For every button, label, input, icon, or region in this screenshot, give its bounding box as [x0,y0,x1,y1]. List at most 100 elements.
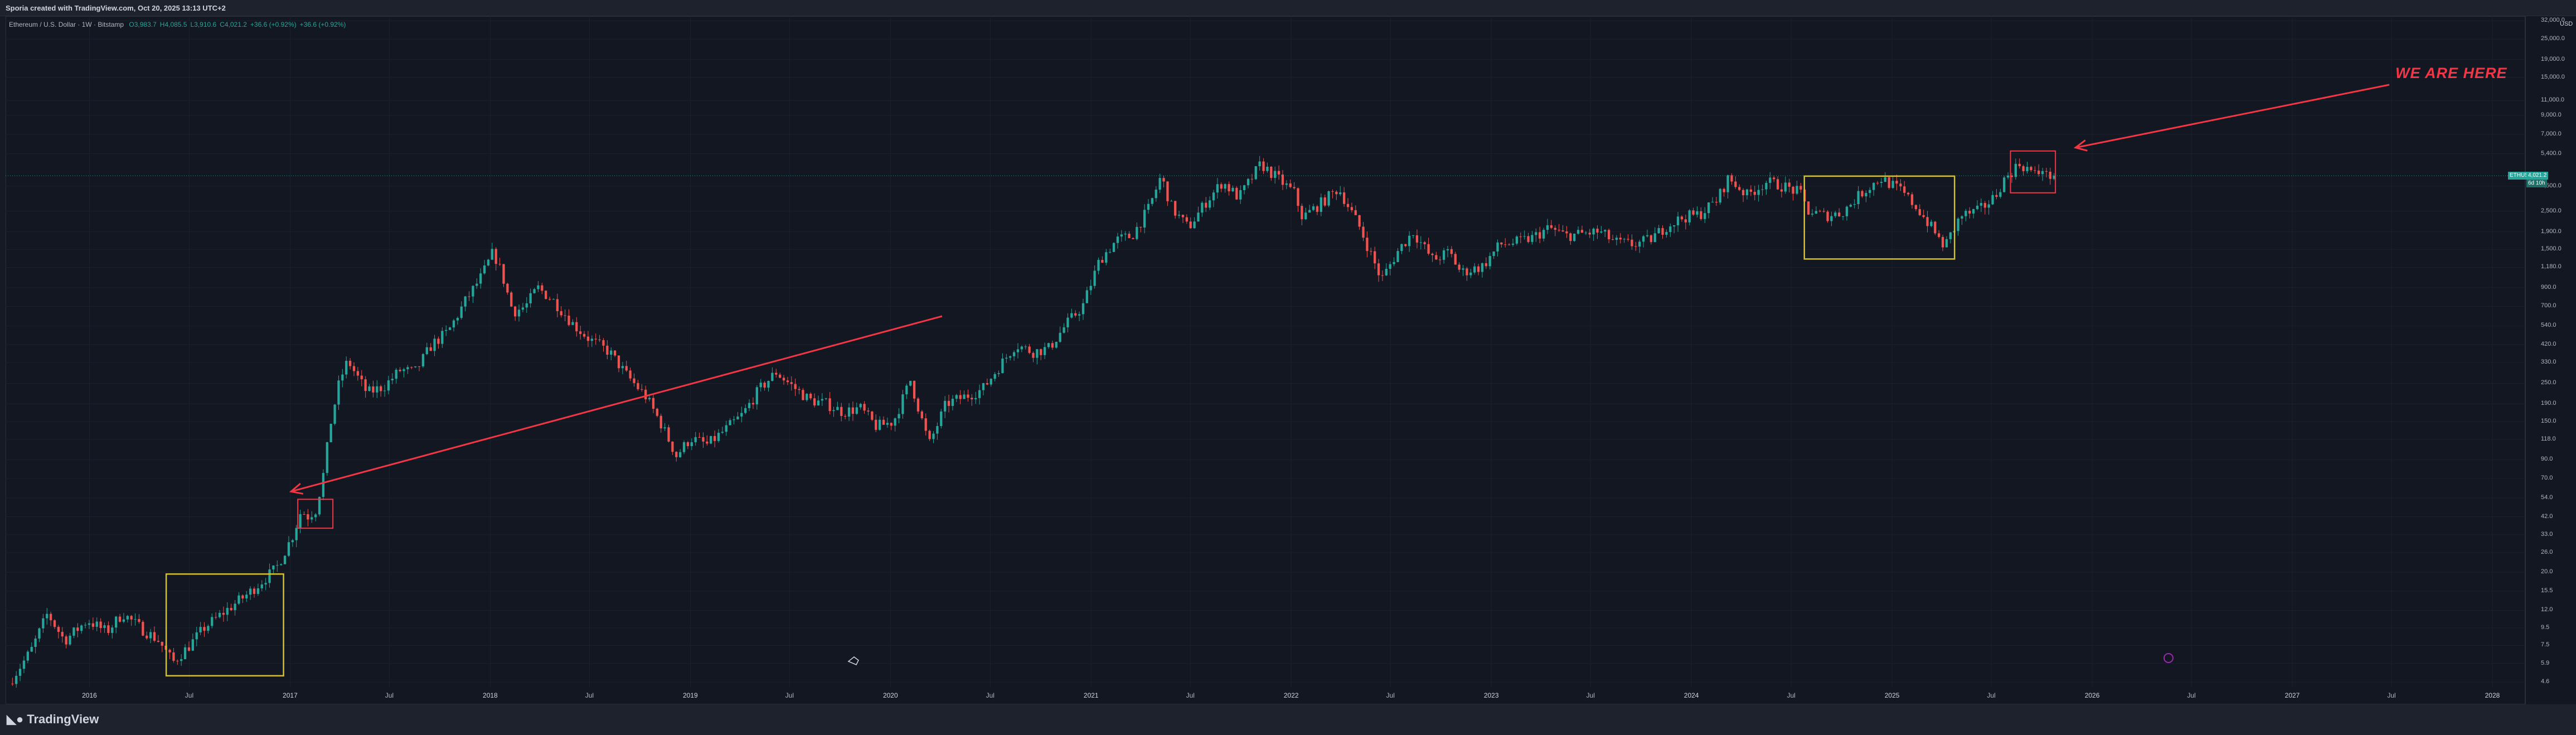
candle-body [1396,251,1399,262]
candle-body [1576,230,1580,234]
candle-body [1550,225,1553,228]
candle-body [1362,226,1365,238]
candle-body [1469,272,1472,275]
candle-body [425,347,428,355]
candle-body [932,433,935,439]
symbol-title[interactable]: Ethereum / U.S. Dollar · 1W · Bitstamp [9,21,124,28]
symbol-legend[interactable]: Ethereum / U.S. Dollar · 1W · Bitstamp O… [9,21,349,28]
candle-body [586,336,590,341]
candle-body [1723,188,1725,192]
candle-body [1914,205,1918,209]
candle-body [1032,352,1035,358]
candle-body [1642,236,1645,242]
candle-body [1773,177,1775,180]
pointer-arrow-2017 [290,315,943,492]
candle-body [579,331,582,334]
time-axis-label: Jul [2387,692,2396,699]
we-are-here-annotation[interactable]: WE ARE HERE [2395,65,2507,81]
candle-body [1830,216,1833,221]
candle-body [1205,202,1207,208]
candle-body [602,340,605,346]
pointer-arrow-2017-head [289,482,304,495]
candle-body [959,395,962,399]
candle-body [1411,235,1415,236]
candle-body [1040,349,1042,355]
candle-body [621,366,624,369]
candle-body [1638,241,1641,247]
candle-body [859,404,862,408]
candle-body [1888,177,1890,188]
candle-body [183,647,187,659]
candle-body [806,394,808,400]
candle-body [226,608,229,615]
candle-body [303,514,305,515]
candle-body [641,389,643,390]
currency-label[interactable]: USD [2560,21,2573,27]
candle-body [237,595,240,604]
candle-body [483,265,486,274]
candle-body [659,415,662,429]
candle-body [1980,203,1983,206]
candle-body [1492,251,1495,257]
time-axis-label: Jul [1987,692,1996,699]
candle-body [1684,219,1687,223]
candle-body [1565,231,1568,234]
candle-body [840,407,843,416]
candle-body [429,347,432,351]
candle-body [111,627,114,633]
candle-body [387,380,390,391]
candle-body [256,588,260,594]
chart-pane[interactable] [6,16,2525,704]
candle-body [1327,191,1330,206]
candle-body [1220,184,1222,189]
candle-body [755,387,758,405]
candle-body [951,399,954,406]
candle-body [1151,198,1154,204]
candle-body [545,291,547,299]
candle-body [1930,221,1933,226]
price-axis-label: 150.0 [2541,417,2556,424]
candle-body [590,339,593,341]
candle-body [836,407,839,410]
candle-body [1657,228,1660,234]
candle-body [1631,239,1633,246]
price-axis[interactable] [2525,16,2576,704]
candle-body [675,452,678,457]
candle-body [95,621,98,627]
candle-body [1450,249,1453,254]
candle-body [421,354,425,366]
candle-body [1431,253,1434,255]
candle-body [448,327,452,330]
candle-body [1243,185,1246,190]
highlight-box [1803,175,1956,260]
snapshot-caption: Sporia created with TradingView.com, Oct… [6,4,226,12]
bar-countdown-tag: 6d 10h [2526,180,2547,188]
candle-body [1385,269,1388,275]
candle-body [1101,260,1104,263]
candle-body [441,331,444,344]
candle-body [989,379,992,385]
candle-body [1903,186,1906,193]
candle-body [1335,191,1338,195]
candle-body [295,528,298,540]
candle-body [2053,176,2055,179]
tradingview-logo[interactable]: ◣● TradingView [7,712,99,727]
candle-body [372,386,375,393]
price-axis-label: 15,000.0 [2541,73,2565,80]
candle-body [748,403,751,408]
candle-body [1895,181,1898,184]
candle-body [391,379,394,381]
cursor-tool-icon [847,656,859,665]
candle-body [130,616,133,620]
candle-body [1197,212,1200,222]
candle-body [1063,327,1065,333]
price-axis-label: 1,180.0 [2541,263,2562,270]
candle-body [1051,343,1054,348]
candle-body [1036,349,1039,358]
candle-body [107,625,110,633]
candle-body [2037,170,2040,175]
time-axis-label: 2017 [283,692,298,699]
candle-body [191,639,194,651]
candle-body [1139,226,1142,228]
